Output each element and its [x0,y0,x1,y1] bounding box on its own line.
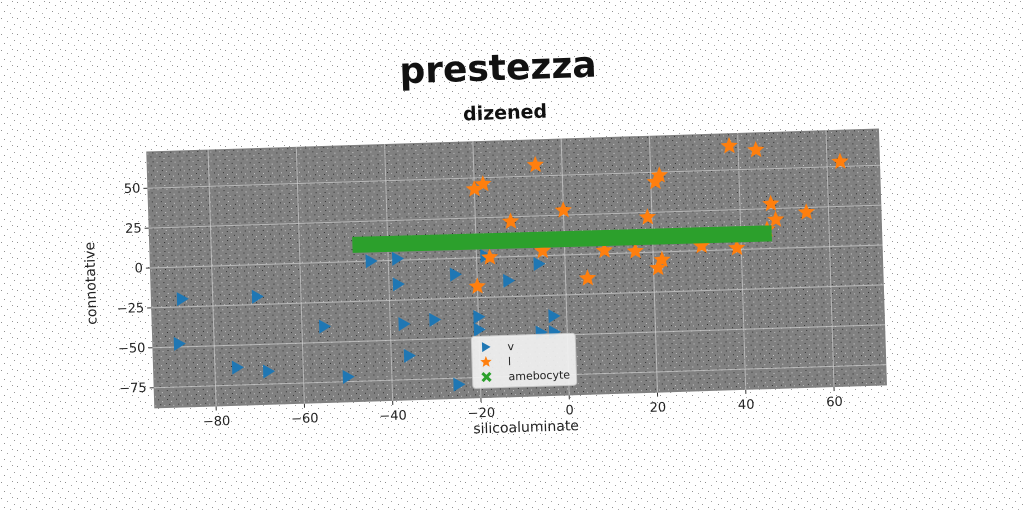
gridline-x [648,135,658,393]
data-point-l [653,250,671,268]
data-point-l [502,212,520,230]
x-tick-label: −80 [203,414,231,430]
data-point-v [251,289,264,304]
legend-label-amebocyte: amebocyte [508,368,570,383]
data-point-l [649,259,667,276]
data-point-l [638,208,656,225]
legend-marker-l [480,355,492,367]
data-point-v [473,309,486,324]
data-point-v [176,292,189,307]
data-point-v [429,312,442,327]
y-axis-label: connotative [82,242,101,325]
data-point-v [173,336,186,351]
data-point-v [342,369,355,384]
x-tick-label: 0 [565,403,574,418]
ticks: −80 −60 −40 −20 0 20 40 60 −75 −50 −25 0 25 50 [117,181,843,430]
gridline-y [148,204,882,229]
data-point-v [392,277,405,292]
data-point-v [453,377,466,392]
x-axis-label: silicoaluminate [473,418,579,437]
data-point-l [468,277,486,294]
data-point-l [747,141,765,158]
gridline-x [384,144,394,401]
plot-area: −80 −60 −40 −20 0 20 40 60 −75 −50 −25 0 25 50 silico… [82,128,887,437]
legend-box [470,332,578,389]
data-point-l [481,248,499,265]
gridline-x [295,146,305,404]
data-point-v [318,319,332,334]
series-layer [173,137,849,392]
data-point-l [797,203,815,220]
gridline-x [737,132,747,390]
data-point-l [762,194,780,212]
gridline-y [147,164,881,189]
legend-marker-amebocyte [481,371,492,383]
y-tick-label: 25 [125,221,142,237]
y-tick-label: −75 [119,381,147,397]
x-tick-label: 40 [738,398,755,414]
legend-label-l: l [508,355,511,368]
data-point-l [533,241,552,259]
y-tick-label: −50 [118,341,146,357]
data-point-v [473,322,486,337]
gridline-y [149,244,883,269]
legend-label-v: v [507,340,514,353]
x-tick-label: −60 [291,411,319,427]
x-tick-label: 60 [826,395,843,411]
x-tick-label: 20 [649,400,666,416]
data-point-l [595,241,613,258]
data-point-l [728,238,746,256]
data-point-l [720,137,738,154]
data-point-v [365,254,378,269]
gridline-x [825,130,835,388]
data-point-l [578,269,597,286]
data-point-l [831,152,849,170]
gridline-x [207,149,217,407]
y-tick-label: −25 [117,301,145,317]
data-point-l [626,242,644,259]
plot-noise [146,128,887,409]
data-point-v [398,317,411,332]
data-point-l [526,155,544,173]
data-point-v [403,348,416,363]
data-point-l [554,201,572,218]
data-point-v [262,364,276,379]
data-point-v [449,267,462,282]
data-point-l [767,210,785,228]
chart-title: prestezza [399,45,598,93]
chart-subtitle: dizened [463,101,548,126]
data-point-l [465,180,483,197]
x-tick-label: −40 [379,409,407,425]
gridline-y [151,284,884,309]
data-point-v [533,256,546,271]
data-point-v [391,251,405,266]
data-point-l [692,236,710,254]
data-point-v [503,273,516,288]
data-point-l [650,166,668,183]
data-point-v [548,309,561,324]
x-tick-label: −20 [467,406,495,422]
data-point-l [474,175,492,192]
data-band-amebocyte [352,225,772,253]
y-tick-label: 50 [124,181,141,197]
y-tick-label: 0 [134,261,143,276]
data-point-v [231,360,244,375]
legend-marker-v [481,342,491,353]
